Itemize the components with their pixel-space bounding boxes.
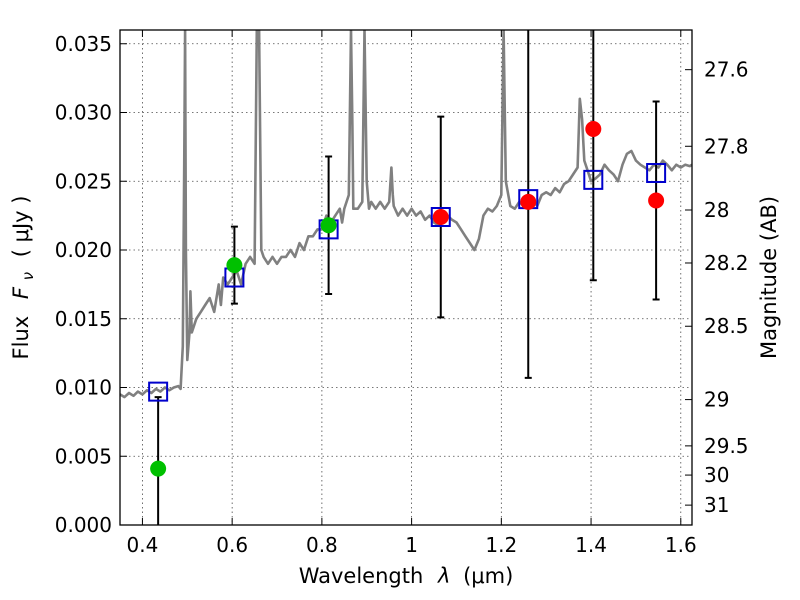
right-tick-label: 28 bbox=[704, 198, 729, 222]
observed-point-green bbox=[150, 460, 167, 477]
observed-point-red bbox=[648, 192, 665, 209]
right-tick-label: 31 bbox=[704, 493, 729, 517]
x-axis-label: Wavelength λ (μm) bbox=[299, 564, 514, 588]
observed-point-red bbox=[432, 209, 449, 225]
model-squares bbox=[148, 163, 667, 402]
x-tick-label: 0.8 bbox=[306, 533, 338, 557]
x-tick-label: 1 bbox=[405, 533, 418, 557]
observed-point-green bbox=[320, 217, 337, 234]
plot-frame bbox=[119, 29, 693, 526]
x-tick-label: 1.2 bbox=[485, 533, 517, 557]
axis-ticks bbox=[120, 30, 692, 526]
y-tick-label: 0.010 bbox=[55, 376, 112, 400]
right-axis-label: Magnitude (AB) bbox=[757, 196, 781, 359]
x-axis-label-symbol: λ bbox=[437, 564, 450, 588]
y-axis-label-symbol: F bbox=[9, 286, 33, 299]
y-tick-label: 0.015 bbox=[55, 307, 112, 331]
right-tick-label: 30 bbox=[704, 463, 729, 487]
model-square bbox=[148, 381, 169, 402]
observed-point-red bbox=[520, 193, 537, 210]
x-tick-label: 0.6 bbox=[216, 533, 248, 557]
right-tick-label: 27.8 bbox=[704, 134, 749, 158]
y-axis-label-subscript: ν bbox=[19, 272, 37, 280]
y-tick-label: 0.005 bbox=[55, 444, 112, 468]
observed-points bbox=[150, 121, 665, 477]
x-tick-label: 0.4 bbox=[127, 533, 159, 557]
right-tick-label: 29 bbox=[704, 388, 729, 412]
right-tick-label: 27.6 bbox=[704, 58, 749, 82]
model-square bbox=[646, 163, 667, 183]
observed-point-green bbox=[226, 257, 243, 274]
observed-point-red bbox=[585, 121, 602, 137]
y-axis-label: Flux F ν ( μJy ) bbox=[9, 196, 38, 360]
x-axis-label-unit: (μm) bbox=[463, 564, 513, 588]
y-tick-label: 0.030 bbox=[55, 101, 112, 125]
x-axis-label-prefix: Wavelength bbox=[299, 564, 424, 588]
x-tick-label: 1.6 bbox=[665, 533, 697, 557]
y-tick-label: 0.000 bbox=[55, 513, 112, 537]
spectrum-series bbox=[120, 30, 692, 399]
y-tick-label: 0.025 bbox=[55, 169, 112, 193]
model-square bbox=[430, 207, 451, 227]
right-tick-label: 28.2 bbox=[704, 251, 749, 275]
spectrum-line bbox=[120, 30, 692, 399]
grid-lines bbox=[120, 30, 692, 526]
x-tick-label: 1.4 bbox=[575, 533, 607, 557]
model-square bbox=[583, 169, 604, 190]
y-tick-label: 0.020 bbox=[55, 238, 112, 262]
tick-labels: 0.4 0.6 0.8 1 1.2 1.4 1.6 0.000 0.005 0.010 0.015 0… bbox=[55, 32, 749, 557]
y-axis-label-prefix: Flux bbox=[9, 316, 33, 360]
y-tick-label: 0.035 bbox=[55, 32, 112, 56]
right-tick-label: 28.5 bbox=[704, 314, 749, 338]
right-tick-label: 29.5 bbox=[704, 434, 749, 458]
y-axis-label-unit: ( μJy ) bbox=[9, 196, 33, 258]
